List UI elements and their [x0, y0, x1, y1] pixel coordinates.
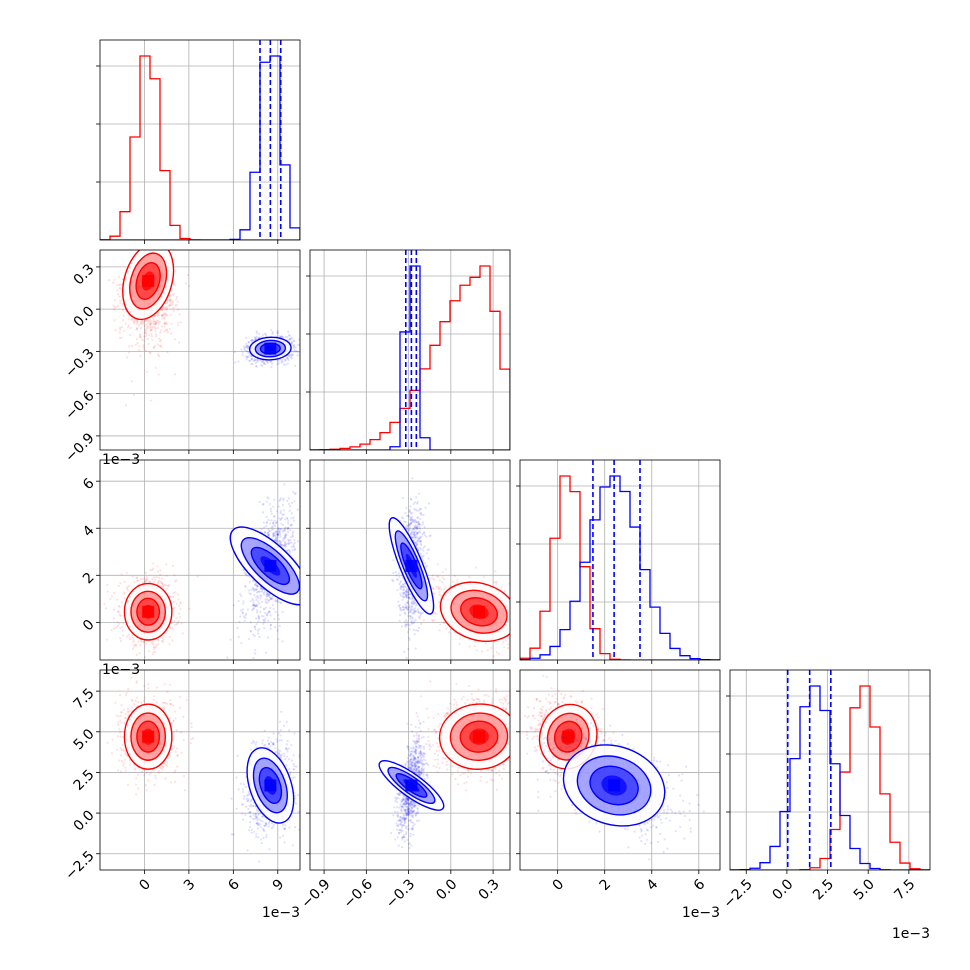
contour-red [438, 703, 510, 770]
x-tick-label: 0 [136, 876, 154, 894]
y-tick-label: −0.6 [62, 388, 97, 423]
panel-1-1 [306, 250, 510, 454]
x-tick-label: −0.6 [341, 876, 376, 911]
histogram-red [520, 475, 720, 660]
y-tick-label: −0.3 [62, 346, 97, 381]
panel-1-0 [96, 250, 300, 454]
x-tick-label: 3 [181, 876, 199, 894]
x-tick-label: 0.0 [769, 876, 796, 903]
panel-frame [99, 669, 301, 871]
x-tick-label: 0.0 [433, 876, 460, 903]
panel-3-1 [306, 670, 510, 874]
histogram-blue [520, 475, 720, 660]
y-offset-label: 1e−3 [102, 662, 140, 678]
y-offset-label: 1e−3 [102, 452, 140, 468]
panel-frame [309, 249, 511, 451]
histogram-red [100, 55, 300, 240]
x-tick-label: −0.3 [383, 876, 418, 911]
x-offset-label: 1e−3 [262, 905, 300, 921]
panel-2-0 [96, 460, 300, 664]
y-tick-label: 7.5 [71, 685, 98, 712]
contour-blue [246, 747, 295, 824]
y-tick-label: 2 [80, 570, 98, 588]
y-tick-label: 0.0 [71, 807, 98, 834]
panel-frame [99, 249, 301, 451]
contour-red [439, 581, 510, 642]
panel-frame [309, 459, 511, 661]
x-tick-label: 6 [691, 876, 709, 894]
panel-frame [99, 459, 301, 661]
histogram-blue [310, 265, 510, 450]
x-tick-label: 6 [225, 876, 243, 894]
x-tick-label: 0.3 [476, 876, 503, 903]
panel-0-0 [96, 40, 300, 244]
x-tick-label: 2.5 [810, 876, 837, 903]
x-tick-label: 0 [550, 876, 568, 894]
y-tick-label: 2.5 [71, 767, 98, 794]
contour-red [123, 582, 173, 641]
x-tick-label: 2 [597, 876, 615, 894]
y-tick-label: 6 [80, 475, 98, 493]
panel-2-1 [306, 460, 510, 664]
y-tick-label: 0.0 [71, 303, 98, 330]
panel-3-2 [516, 670, 720, 874]
y-tick-label: 0 [80, 617, 98, 635]
panel-frame [729, 669, 931, 871]
panel-frame [519, 459, 721, 661]
panel-3-3 [726, 670, 930, 874]
panel-frame [99, 39, 301, 241]
panel-2-2 [516, 460, 720, 664]
panel-frame [519, 669, 721, 871]
y-tick-label: 0.3 [71, 261, 98, 288]
contour-red [123, 703, 173, 770]
contour-red [122, 250, 175, 321]
x-tick-label: −0.9 [298, 876, 333, 911]
y-tick-label: 4 [80, 523, 98, 541]
x-tick-label: −2.5 [721, 876, 756, 911]
x-tick-label: 4 [644, 876, 662, 894]
y-tick-label: 5.0 [71, 726, 98, 753]
y-tick-label: −2.5 [62, 848, 97, 883]
x-offset-label: 1e−3 [892, 926, 930, 942]
x-offset-label: 1e−3 [682, 905, 720, 921]
contour-blue [248, 336, 292, 361]
panel-3-0 [96, 670, 300, 874]
x-tick-label: 5.0 [851, 876, 878, 903]
x-tick-label: 7.5 [891, 876, 918, 903]
panel-frame [309, 669, 511, 871]
contour-blue [562, 744, 666, 827]
contour-blue [378, 760, 445, 811]
y-tick-label: −0.9 [62, 430, 97, 465]
histogram-red [310, 265, 510, 450]
contour-blue [229, 526, 300, 606]
contour-blue [388, 517, 435, 615]
x-tick-label: 9 [270, 876, 288, 894]
